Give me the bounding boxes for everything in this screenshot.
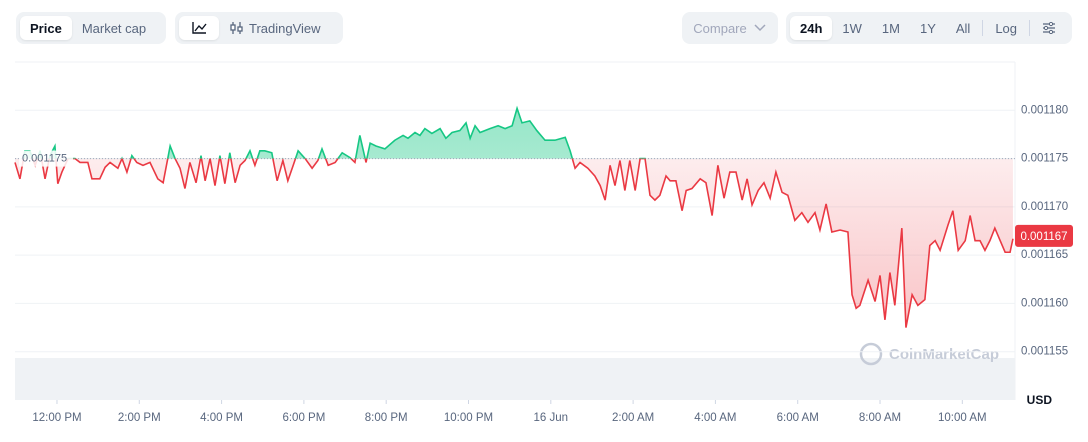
- y-tick-label: 0.001155: [1021, 346, 1068, 358]
- y-tick-label: 0.001175: [1021, 153, 1068, 165]
- y-tick-label: 0.001160: [1021, 297, 1068, 309]
- volume-strip: [15, 358, 1015, 400]
- x-tick-label: 8:00 AM: [859, 412, 901, 424]
- area-up: [15, 108, 1013, 159]
- line-chart-button[interactable]: [179, 16, 219, 40]
- settings-button[interactable]: [1032, 16, 1066, 40]
- chart-style-toggle: TradingView: [175, 12, 343, 44]
- compare-label: Compare: [693, 20, 747, 36]
- price-line-up: [22, 105, 646, 159]
- x-tick-label: 2:00 PM: [118, 412, 161, 424]
- line-icon: [192, 22, 207, 34]
- watermark-text: CoinMarketCap: [889, 346, 999, 363]
- range-button[interactable]: 1W: [842, 20, 862, 36]
- tradingview-button[interactable]: TradingView: [219, 16, 331, 40]
- candle-icon: [230, 22, 243, 34]
- separator: [1029, 20, 1031, 36]
- tradingview-label: TradingView: [249, 20, 321, 36]
- range-button[interactable]: 1Y: [919, 20, 936, 36]
- x-tick-label: 4:00 PM: [200, 412, 243, 424]
- market-cap-button[interactable]: Market cap: [81, 20, 147, 36]
- currency-label: USD: [1027, 393, 1053, 407]
- range-toggle: 24h 1W 1M 1Y All Log: [786, 12, 1072, 44]
- x-tick-label: 6:00 PM: [282, 412, 325, 424]
- area-down: [15, 158, 1013, 328]
- baseline-label-bg: [19, 150, 73, 167]
- x-tick-label: 6:00 AM: [777, 412, 819, 424]
- price-badge-label: 0.001167: [1020, 231, 1067, 243]
- settings-icon: [1043, 22, 1056, 34]
- price-toggle: Price Market cap: [16, 12, 166, 44]
- separator: [982, 20, 984, 36]
- log-button[interactable]: Log: [995, 20, 1018, 36]
- y-tick-label: 0.001170: [1021, 201, 1068, 213]
- price-button[interactable]: Price: [20, 16, 72, 40]
- range-button[interactable]: 1M: [881, 20, 900, 36]
- x-tick-label: 8:00 PM: [365, 412, 408, 424]
- price-badge: [1015, 224, 1073, 247]
- range-button[interactable]: All: [955, 20, 971, 36]
- range-button[interactable]: 24h: [790, 16, 833, 40]
- watermark: CoinMarketCap: [859, 342, 999, 366]
- baseline-label: 0.001175: [22, 152, 67, 164]
- chevron: [754, 24, 766, 32]
- y-tick-label: 0.001180: [1021, 104, 1068, 116]
- x-tick-label: 10:00 PM: [444, 412, 493, 424]
- x-tick-label: 2:00 AM: [612, 412, 654, 424]
- x-tick-label: 16 Jun: [534, 412, 569, 424]
- x-tick-label: 12:00 PM: [32, 412, 81, 424]
- compare-dropdown[interactable]: Compare: [682, 12, 778, 44]
- y-tick-label: 0.001165: [1021, 249, 1068, 261]
- x-tick-label: 10:00 AM: [938, 412, 987, 424]
- x-tick-label: 4:00 AM: [694, 412, 736, 424]
- price-line-down: [14, 158, 1014, 328]
